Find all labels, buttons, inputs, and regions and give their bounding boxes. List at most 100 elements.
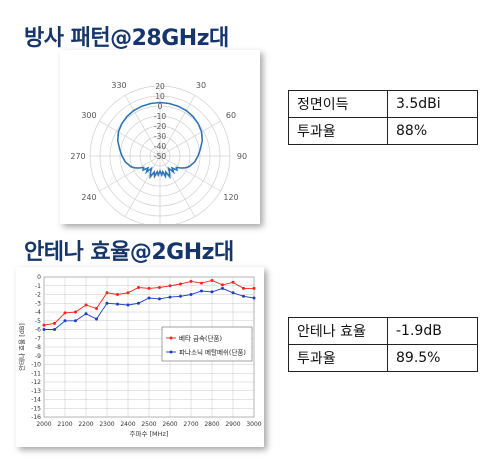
x-tick-label: 2500	[141, 421, 156, 428]
polar-radial-label: 20	[155, 82, 165, 91]
data-point	[210, 279, 214, 282]
table-row: 정면이득 3.5dBi	[288, 90, 478, 118]
y-tick-label: -13	[31, 388, 41, 395]
data-point	[137, 301, 140, 305]
data-point	[147, 296, 151, 300]
data-point	[53, 328, 56, 331]
table-row: 투과율 89.5%	[288, 344, 478, 372]
data-point	[189, 279, 193, 283]
data-point	[137, 286, 140, 289]
data-point	[158, 297, 161, 301]
y-tick-label: -7	[35, 335, 41, 342]
table-row: 안테나 효율 -1.9dB	[288, 317, 478, 345]
y-tick-label: -1	[35, 283, 41, 290]
polar-series-line	[116, 101, 204, 180]
data-point	[200, 289, 203, 293]
polar-angle-label: 300	[81, 111, 96, 120]
data-point	[126, 303, 130, 307]
data-point	[242, 294, 245, 298]
x-tick-label: 2000	[36, 421, 51, 428]
radiation-spec-table: 정면이득 3.5dBi 투과율 88%	[288, 90, 478, 145]
data-point	[221, 283, 224, 287]
table-cell: 3.5dBi	[387, 90, 478, 118]
y-tick-label: -2	[35, 292, 41, 299]
data-point	[189, 293, 193, 296]
table-row: 투과율 88%	[288, 117, 478, 145]
data-point	[147, 286, 151, 290]
y-tick-label: -6	[35, 327, 41, 334]
data-point	[231, 280, 235, 284]
data-point	[158, 286, 161, 289]
y-tick-label: -15	[31, 405, 41, 412]
table-cell: 88%	[387, 117, 478, 145]
data-point	[179, 282, 182, 286]
polar-grid-spoke	[99, 155, 161, 192]
y-tick-label: -10	[31, 362, 41, 369]
polar-grid-spoke	[159, 120, 221, 157]
data-point	[200, 281, 203, 285]
y-tick-label: -9	[35, 353, 41, 360]
y-tick-label: -16	[31, 414, 41, 421]
y-tick-label: -3	[35, 300, 41, 307]
data-point	[84, 312, 88, 316]
table-cell: 투과율	[288, 117, 388, 145]
polar-angle-label: 210	[111, 223, 126, 224]
efficiency-spec-table: 안테나 효율 -1.9dB 투과율 89.5%	[288, 317, 478, 372]
radiation-pattern-title: 방사 패턴@28GHz대	[24, 26, 229, 51]
data-point	[63, 311, 67, 315]
polar-angle-label: 30	[196, 81, 206, 90]
polar-angle-label: 60	[226, 111, 236, 120]
data-point	[95, 317, 98, 321]
legend-swatch-marker	[169, 336, 173, 340]
y-tick-label: -14	[31, 397, 41, 404]
data-point	[95, 307, 98, 310]
data-point	[179, 294, 182, 298]
data-point	[42, 323, 46, 327]
x-tick-label: 2800	[204, 421, 219, 428]
data-point	[105, 291, 109, 295]
x-tick-label: 2400	[120, 421, 135, 428]
y-tick-label: 0	[37, 274, 41, 281]
legend-box	[161, 326, 253, 362]
data-point	[74, 319, 77, 323]
polar-angle-label: 240	[81, 193, 96, 202]
y-tick-label: -5	[35, 318, 41, 325]
data-point	[84, 303, 88, 307]
y-tick-label: -11	[31, 370, 41, 377]
polar-angle-label: 90	[237, 152, 247, 161]
y-tick-label: -4	[35, 309, 41, 316]
polar-radial-label: 10	[155, 92, 165, 101]
efficiency-chart-frame: 0 -1 -2 -3 -4 -5 -6 -7 -8 -9 -10 -11 -12 -13 -14 -15 -16…	[16, 267, 264, 447]
y-tick-label: -8	[35, 344, 41, 351]
legend-label: 베타 금속(단품)	[179, 334, 222, 343]
x-tick-label: 2900	[225, 421, 240, 428]
polar-grid-spoke	[124, 95, 161, 157]
polar-grid-spoke	[159, 95, 196, 157]
legend-label: 파나소닉 메탈메쉬(단품)	[179, 348, 246, 357]
data-point	[74, 310, 77, 314]
radiation-chart-frame: 30609012015018021024027030033020100-10-2…	[60, 50, 260, 243]
data-point	[126, 291, 130, 295]
polar-grid-spoke	[99, 120, 161, 157]
x-tick-label: 3000	[246, 421, 261, 428]
table-cell: 정면이득	[288, 90, 388, 118]
data-point	[252, 286, 256, 290]
table-cell: 안테나 효율	[288, 317, 388, 345]
data-point	[168, 295, 172, 299]
x-axis-label: 주파수 [MHz]	[130, 429, 169, 438]
polar-radial-label: -40	[154, 142, 166, 151]
x-tick-label: 2300	[99, 421, 114, 428]
polar-radial-label: 0	[158, 102, 163, 111]
efficiency-title: 안테나 효율@2GHz대	[24, 240, 234, 265]
x-tick-label: 2100	[57, 421, 72, 428]
legend-swatch-marker	[169, 350, 173, 354]
data-point	[63, 319, 67, 323]
table-cell: 투과율	[288, 344, 388, 372]
x-tick-label: 2200	[78, 421, 93, 428]
y-tick-label: -12	[31, 379, 41, 386]
x-tick-label: 2600	[162, 421, 177, 428]
polar-radial-label: -30	[154, 132, 166, 141]
data-point	[231, 291, 235, 295]
data-point	[42, 328, 46, 331]
y-axis-label: 안테나 효율 [dB]	[17, 323, 26, 371]
